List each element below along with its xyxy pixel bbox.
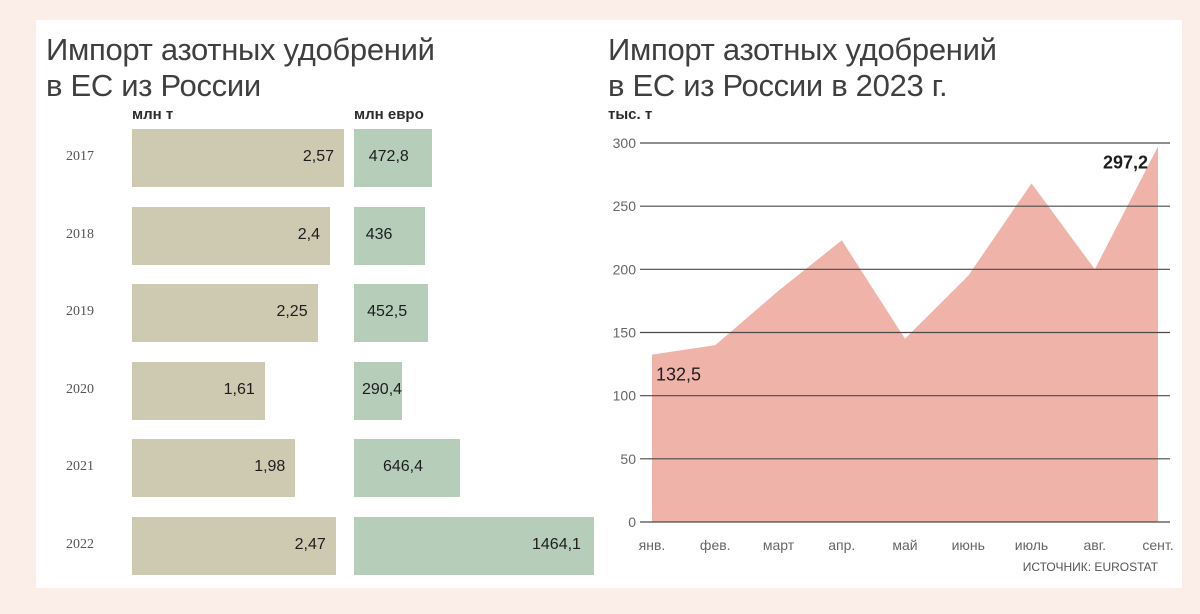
bar-euro-2019: [354, 284, 429, 343]
left-chart-title-line1: Импорт азотных удобрений: [46, 32, 435, 67]
y-tick-label: 50: [620, 451, 636, 467]
bar-row-2017: 2017 2,57 472,8: [36, 129, 636, 187]
bar-tonnes-value: 2,25: [276, 303, 308, 321]
source-label: ИСТОЧНИК: EUROSTAT: [1023, 560, 1159, 574]
year-label: 2018: [66, 226, 94, 242]
left-chart-title-line2: в ЕС из России: [46, 68, 261, 103]
bar-tonnes-2021: [132, 439, 296, 498]
x-tick-label: фев.: [700, 537, 731, 553]
y-tick-label: 100: [613, 388, 637, 404]
bar-tonnes-value: 1,98: [254, 458, 286, 476]
x-tick-label: сент.: [1142, 537, 1173, 553]
annotation-last-value: 297,2: [1103, 153, 1148, 173]
bar-euro-2018: [354, 206, 426, 265]
x-tick-label: июнь: [952, 537, 985, 553]
x-tick-label: янв.: [639, 537, 666, 553]
x-tick-label: апр.: [828, 537, 855, 553]
bar-row-2021: 2021 1,98 646,4: [36, 439, 636, 498]
y-tick-label: 150: [613, 325, 637, 341]
bar-row-2020: 2020 1,61 290,4: [36, 361, 636, 420]
area-series: [652, 146, 1158, 522]
year-label: 2022: [66, 537, 94, 552]
bar-euro-value: 472,8: [368, 148, 409, 165]
bar-euro-2022: [354, 517, 594, 575]
x-tick-label: май: [892, 537, 917, 553]
year-label: 2020: [66, 381, 94, 397]
bar-tonnes-2018: [132, 206, 330, 265]
x-tick-label: март: [763, 537, 795, 553]
right-chart-title-line2: в ЕС из России в 2023 г.: [608, 68, 948, 103]
unit-area-label: тыс. т: [608, 106, 653, 123]
bar-euro-value: 436: [365, 225, 393, 243]
y-tick-label: 0: [628, 514, 636, 530]
bar-row-2018: 2018 2,4 436: [36, 206, 636, 265]
right-chart-title-line1: Импорт азотных удобрений: [608, 32, 997, 67]
bar-euro-2020: [354, 361, 402, 420]
bar-tonnes-value: 1,61: [223, 380, 255, 398]
annotation-first-value: 132,5: [656, 365, 701, 385]
bar-tonnes-2017: [132, 129, 344, 187]
bar-tonnes-value: 2,4: [297, 225, 320, 243]
y-tick-label: 300: [613, 135, 637, 151]
x-tick-label: авг.: [1083, 537, 1106, 553]
bar-euro-value: 290,4: [362, 380, 403, 398]
x-tick-label: июль: [1015, 537, 1048, 553]
year-label: 2019: [66, 304, 94, 320]
bar-euro-value: 646,4: [382, 458, 424, 476]
bar-tonnes-2022: [132, 517, 336, 575]
bar-euro-value: 1464,1: [532, 536, 581, 553]
year-label: 2021: [66, 459, 94, 475]
y-tick-label: 200: [613, 261, 637, 277]
year-label: 2017: [66, 149, 94, 164]
y-tick-label: 250: [613, 198, 637, 214]
bar-euro-2021: [354, 439, 460, 498]
bar-euro-value: 452,5: [367, 303, 408, 321]
bar-euro-2017: [354, 129, 432, 187]
bar-row-2022: 2022 2,47 1464,1: [36, 517, 636, 575]
unit-tonnes-label: млн т: [132, 106, 174, 123]
unit-euro-label: млн евро: [354, 106, 424, 123]
bar-tonnes-value: 2,47: [294, 536, 326, 553]
bar-row-2019: 2019 2,25 452,5: [36, 284, 636, 343]
bar-tonnes-value: 2,57: [302, 148, 334, 165]
bar-tonnes-2020: [132, 361, 265, 420]
bar-tonnes-2019: [132, 284, 318, 343]
